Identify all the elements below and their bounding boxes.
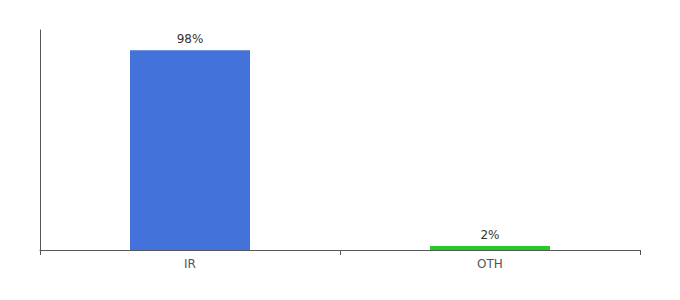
svg-text:OTH: OTH — [477, 257, 503, 271]
svg-text:2%: 2% — [480, 228, 499, 242]
svg-text:98%: 98% — [177, 32, 204, 46]
svg-text:IR: IR — [184, 257, 196, 271]
